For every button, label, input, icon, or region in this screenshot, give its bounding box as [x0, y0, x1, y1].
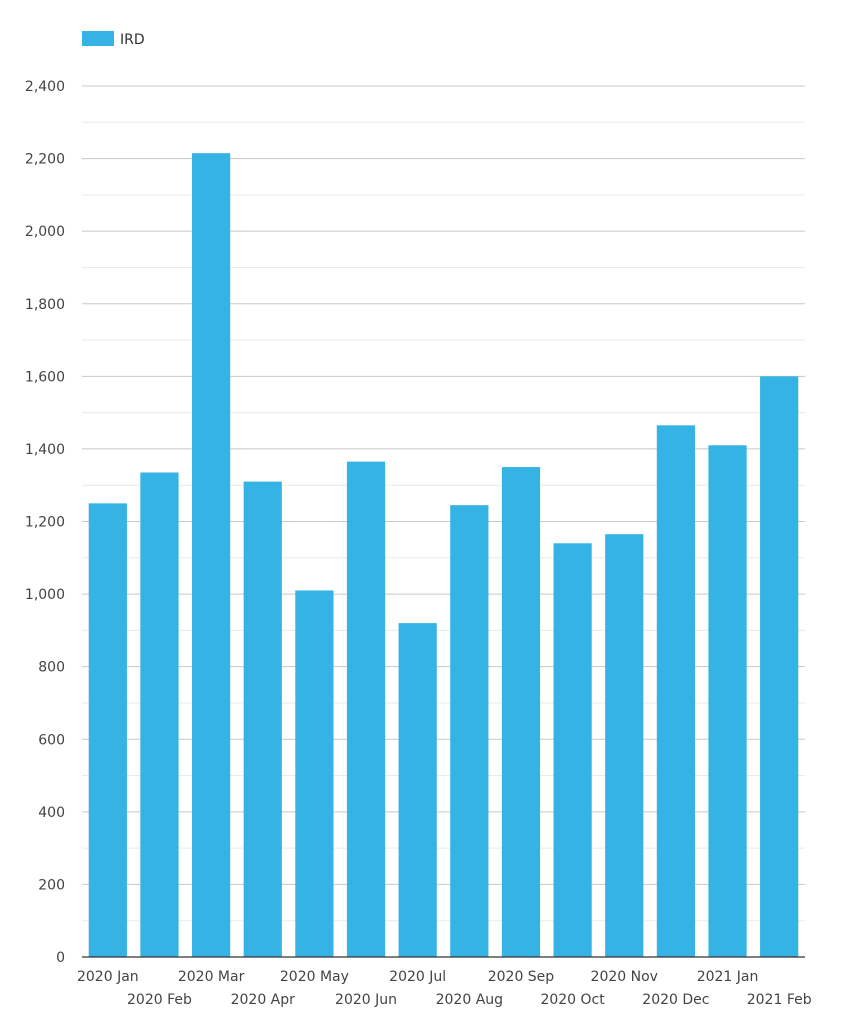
bar[interactable]: [553, 543, 592, 957]
x-tick-label: 2020 Dec: [642, 992, 709, 1008]
legend-label-ird: IRD: [120, 32, 145, 48]
x-tick-label: 2021 Feb: [747, 992, 812, 1008]
y-tick-label: 2,000: [25, 224, 65, 240]
y-tick-label: 0: [56, 950, 65, 966]
bar[interactable]: [656, 425, 696, 957]
x-tick-label: 2021 Jan: [697, 969, 759, 985]
y-axis-tick-labels: 0 200 400 600 800 1,000 1,200 1,400 1,600 1,800 2,…: [25, 79, 65, 966]
bar[interactable]: [760, 376, 799, 957]
bar[interactable]: [501, 467, 541, 957]
x-tick-label: 2020 Nov: [591, 969, 658, 985]
bar[interactable]: [191, 153, 231, 957]
y-tick-label: 800: [38, 660, 65, 676]
bar-series-ird: [88, 153, 799, 957]
bar[interactable]: [708, 445, 747, 957]
bar[interactable]: [140, 472, 179, 957]
y-tick-label: 600: [38, 732, 65, 748]
x-tick-label: 2020 Jan: [77, 969, 139, 985]
x-tick-label: 2020 Jun: [335, 992, 397, 1008]
y-tick-label: 2,400: [25, 79, 65, 95]
bar[interactable]: [88, 503, 127, 957]
y-tick-label: 1,400: [25, 442, 65, 458]
x-tick-label: 2020 Feb: [127, 992, 192, 1008]
y-tick-label: 400: [38, 805, 65, 821]
x-tick-label: 2020 Sep: [488, 969, 555, 985]
y-tick-label: 1,000: [25, 587, 65, 603]
y-tick-label: 200: [38, 877, 65, 893]
x-axis-tick-labels: 2020 Jan 2020 Feb 2020 Mar 2020 Apr 2020 May…: [77, 969, 812, 1008]
legend[interactable]: IRD: [82, 31, 145, 48]
legend-swatch-ird: [82, 31, 114, 46]
bar[interactable]: [346, 461, 386, 957]
bar[interactable]: [243, 481, 282, 957]
y-tick-label: 1,200: [25, 515, 65, 531]
x-tick-label: 2020 Apr: [231, 992, 296, 1008]
x-tick-label: 2020 May: [280, 969, 349, 985]
bar[interactable]: [450, 505, 489, 957]
y-tick-label: 1,800: [25, 297, 65, 313]
grid-lines: [82, 85, 805, 922]
x-tick-label: 2020 Aug: [436, 992, 503, 1008]
bar[interactable]: [398, 623, 437, 957]
bar[interactable]: [605, 534, 644, 957]
bar[interactable]: [295, 590, 334, 957]
x-tick-label: 2020 Oct: [540, 992, 605, 1008]
x-tick-label: 2020 Jul: [389, 969, 446, 985]
y-tick-label: 1,600: [25, 369, 65, 385]
y-tick-label: 2,200: [25, 152, 65, 168]
x-tick-label: 2020 Mar: [178, 969, 245, 985]
